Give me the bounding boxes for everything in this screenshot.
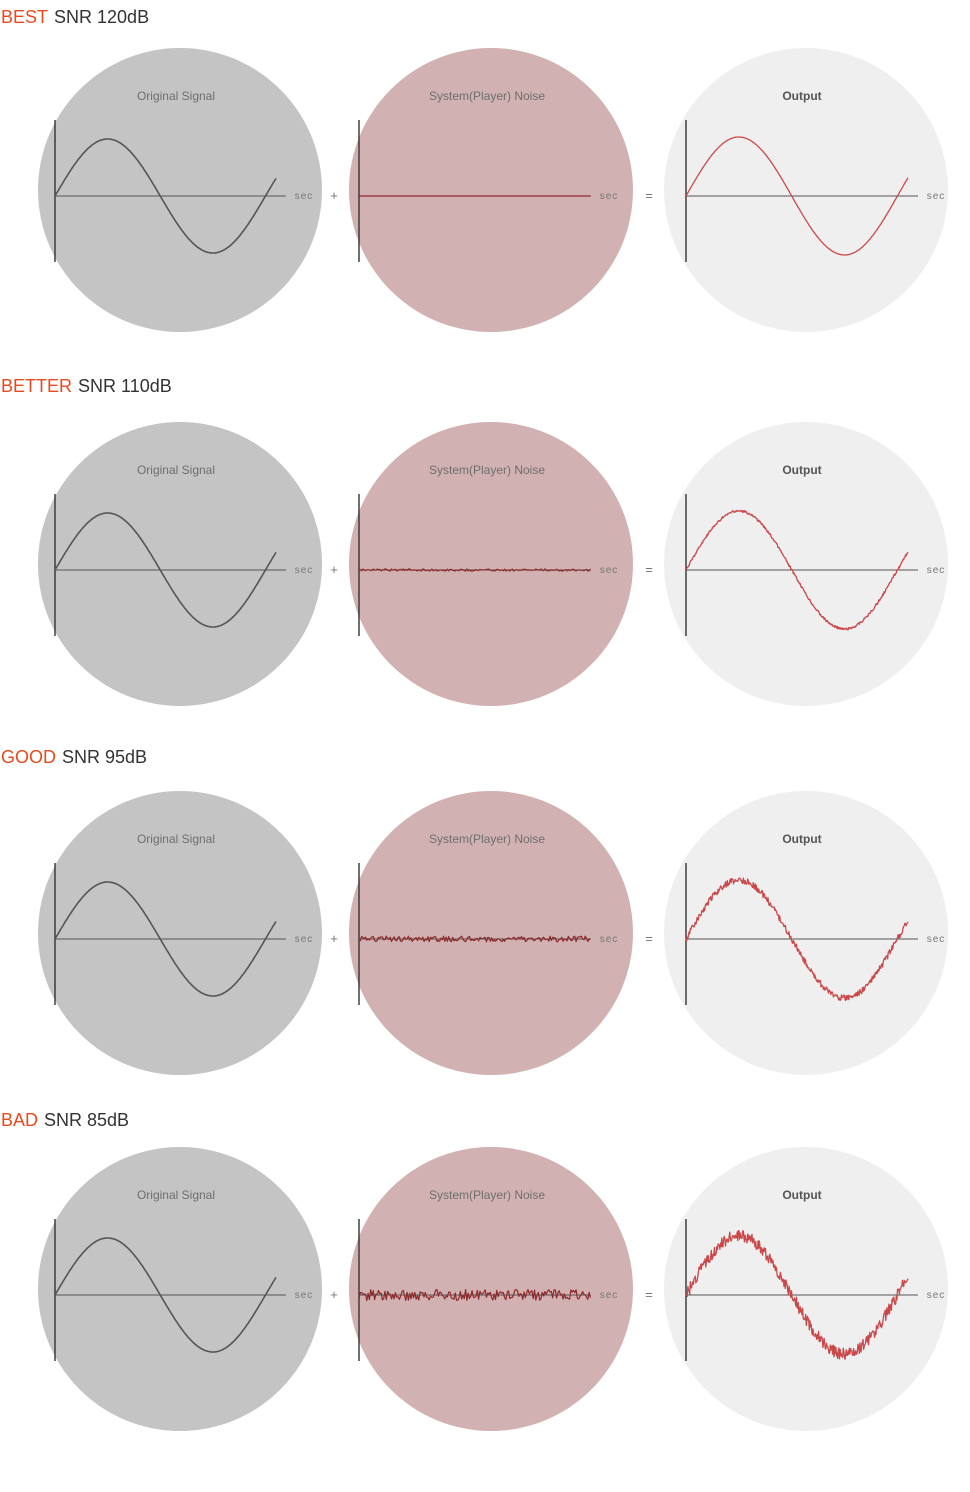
axis-unit-label: sec bbox=[600, 934, 619, 945]
axis-unit-label: sec bbox=[295, 934, 314, 945]
snr-label: SNR 110dB bbox=[78, 376, 172, 396]
output-panel: Output sec bbox=[664, 48, 948, 332]
plus-operator: + bbox=[330, 1287, 338, 1302]
row-heading: GOOD SNR 95dB bbox=[1, 746, 147, 768]
axis-unit-label: sec bbox=[927, 565, 946, 576]
player-noise-panel: System(Player) Noise sec bbox=[349, 1147, 633, 1431]
equals-operator: = bbox=[645, 931, 653, 946]
player-noise-circle bbox=[349, 48, 633, 332]
original-signal-panel: Original Signal sec bbox=[38, 48, 322, 332]
player-noise-title: System(Player) Noise bbox=[429, 832, 545, 846]
player-noise-title: System(Player) Noise bbox=[429, 463, 545, 477]
original-signal-title: Original Signal bbox=[137, 463, 215, 477]
player-noise-circle bbox=[349, 1147, 633, 1431]
original-signal-circle bbox=[38, 422, 322, 706]
player-noise-circle bbox=[349, 791, 633, 1075]
original-signal-panel: Original Signal sec bbox=[38, 1147, 322, 1431]
axis-unit-label: sec bbox=[927, 1290, 946, 1301]
snr-label: SNR 95dB bbox=[62, 747, 148, 767]
axis-unit-label: sec bbox=[295, 191, 314, 202]
output-waveform bbox=[685, 136, 909, 256]
output-title: Output bbox=[782, 463, 821, 477]
original-signal-title: Original Signal bbox=[137, 1188, 215, 1202]
output-waveform bbox=[685, 1229, 909, 1360]
output-waveform bbox=[685, 509, 909, 631]
snr-label: SNR 120dB bbox=[54, 7, 150, 27]
plus-operator: + bbox=[330, 188, 338, 203]
axis-unit-label: sec bbox=[600, 1290, 619, 1301]
axis-unit-label: sec bbox=[600, 565, 619, 576]
player-noise-panel: System(Player) Noise sec bbox=[349, 791, 633, 1075]
axis-unit-label: sec bbox=[295, 565, 314, 576]
player-noise-circle bbox=[349, 422, 633, 706]
original-signal-waveform bbox=[54, 138, 277, 254]
original-signal-waveform bbox=[54, 881, 277, 997]
row-heading: BETTER SNR 110dB bbox=[1, 375, 172, 397]
original-signal-panel: Original Signal sec bbox=[38, 791, 322, 1075]
axis-unit-label: sec bbox=[600, 191, 619, 202]
original-signal-panel: Original Signal sec bbox=[38, 422, 322, 706]
output-panel: Output sec bbox=[664, 422, 948, 706]
player-noise-waveform bbox=[358, 1289, 591, 1302]
grade-label: BETTER bbox=[1, 376, 73, 396]
original-signal-title: Original Signal bbox=[137, 832, 215, 846]
original-signal-circle bbox=[38, 1147, 322, 1431]
snr-row-diagram: Original Signal sec System(Player) Noise se… bbox=[38, 1147, 948, 1431]
grade-label: GOOD bbox=[1, 747, 57, 767]
original-signal-circle bbox=[38, 791, 322, 1075]
snr-row-diagram: Original Signal sec System(Player) Noise se… bbox=[38, 791, 948, 1075]
output-panel: Output sec bbox=[664, 1147, 948, 1431]
row-heading: BAD SNR 85dB bbox=[1, 1109, 129, 1131]
equals-operator: = bbox=[645, 188, 653, 203]
output-panel: Output sec bbox=[664, 791, 948, 1075]
grade-label: BAD bbox=[1, 1110, 39, 1130]
output-title: Output bbox=[782, 1188, 821, 1202]
player-noise-title: System(Player) Noise bbox=[429, 89, 545, 103]
snr-label: SNR 85dB bbox=[44, 1110, 130, 1130]
output-circle bbox=[664, 791, 948, 1075]
plus-operator: + bbox=[330, 562, 338, 577]
output-circle bbox=[664, 1147, 948, 1431]
snr-row-diagram: Original Signal sec System(Player) Noise se… bbox=[38, 422, 948, 706]
row-heading: BEST SNR 120dB bbox=[1, 6, 149, 28]
axis-unit-label: sec bbox=[927, 191, 946, 202]
output-waveform bbox=[685, 877, 909, 1002]
player-noise-waveform bbox=[358, 568, 591, 572]
player-noise-panel: System(Player) Noise sec bbox=[349, 422, 633, 706]
axis-unit-label: sec bbox=[295, 1290, 314, 1301]
equals-operator: = bbox=[645, 1287, 653, 1302]
player-noise-panel: System(Player) Noise sec bbox=[349, 48, 633, 332]
player-noise-waveform bbox=[358, 935, 591, 943]
axis-unit-label: sec bbox=[927, 934, 946, 945]
output-circle bbox=[664, 48, 948, 332]
equals-operator: = bbox=[645, 562, 653, 577]
original-signal-circle bbox=[38, 48, 322, 332]
output-title: Output bbox=[782, 89, 821, 103]
snr-row-diagram: Original Signal sec System(Player) Noise se… bbox=[38, 48, 948, 332]
original-signal-waveform bbox=[54, 1237, 277, 1353]
original-signal-waveform bbox=[54, 512, 277, 628]
grade-label: BEST bbox=[1, 7, 49, 27]
original-signal-title: Original Signal bbox=[137, 89, 215, 103]
output-circle bbox=[664, 422, 948, 706]
output-title: Output bbox=[782, 832, 821, 846]
plus-operator: + bbox=[330, 931, 338, 946]
player-noise-title: System(Player) Noise bbox=[429, 1188, 545, 1202]
